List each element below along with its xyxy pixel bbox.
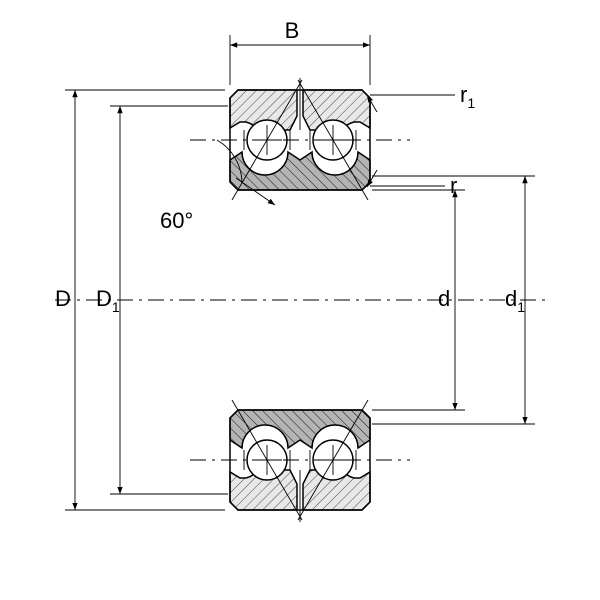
label-D1: D1 — [96, 286, 120, 315]
label-B: B — [285, 18, 300, 43]
inner-ring-top — [230, 152, 370, 190]
label-r: r — [450, 173, 457, 198]
label-d: d — [438, 286, 450, 311]
inner-ring-bot — [230, 410, 370, 448]
bearing-cross-section-diagram: 60° B r1 r D D1 — [0, 0, 600, 600]
contact-angle-label: 60° — [160, 208, 193, 233]
label-D: D — [55, 286, 71, 311]
label-r1: r1 — [460, 82, 475, 111]
label-d1: d1 — [505, 286, 525, 315]
bottom-section — [230, 410, 370, 522]
dimension-B: B — [230, 18, 370, 85]
dimension-r1: r1 — [367, 82, 475, 112]
dimension-r: r — [367, 170, 457, 198]
top-section — [230, 78, 370, 190]
